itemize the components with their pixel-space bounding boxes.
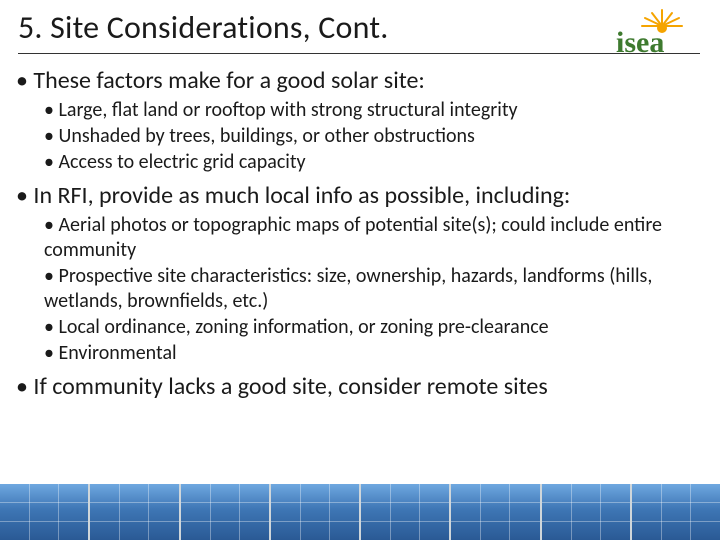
solar-panel	[181, 484, 269, 540]
bullet-text: In RFI, provide as much local info as po…	[33, 181, 570, 210]
logo-text: isea	[616, 26, 664, 59]
bullet-text: If community lacks a good site, consider…	[33, 372, 547, 401]
slide-body: These factors make for a good solar site…	[0, 58, 720, 402]
solar-panel	[632, 484, 720, 540]
bullet-lvl2: Access to electric grid capacity	[44, 150, 700, 175]
bullet-lvl1: In RFI, provide as much local info as po…	[16, 181, 700, 366]
solar-panel	[361, 484, 449, 540]
bullet-lvl1: If community lacks a good site, consider…	[16, 372, 700, 402]
bullet-lvl2: Large, flat land or rooftop with strong …	[44, 98, 700, 123]
bullet-lvl2: Local ordinance, zoning information, or …	[44, 315, 700, 340]
solar-panel	[0, 484, 88, 540]
slide-header: 5. Site Considerations, Cont. isea	[0, 0, 720, 58]
bullet-text: Local ordinance, zoning information, or …	[58, 315, 548, 339]
bullet-text: Prospective site characteristics: size, …	[44, 264, 652, 313]
bullet-lvl2: Aerial photos or topographic maps of pot…	[44, 213, 700, 263]
bullet-lvl2: Unshaded by trees, buildings, or other o…	[44, 124, 700, 149]
bullet-lvl1: These factors make for a good solar site…	[16, 66, 700, 175]
solar-panel	[90, 484, 178, 540]
isea-logo: isea	[584, 6, 694, 61]
bullet-lvl2: Prospective site characteristics: size, …	[44, 264, 700, 314]
solar-panel	[271, 484, 359, 540]
bullet-text: These factors make for a good solar site…	[33, 66, 424, 95]
bullet-text: Unshaded by trees, buildings, or other o…	[58, 124, 474, 148]
bullet-text: Large, flat land or rooftop with strong …	[58, 98, 517, 122]
bullet-text: Aerial photos or topographic maps of pot…	[44, 213, 662, 262]
bullet-text: Access to electric grid capacity	[58, 150, 305, 174]
solar-panel-footer	[0, 484, 720, 540]
solar-panel	[542, 484, 630, 540]
bullet-lvl2: Environmental	[44, 341, 700, 366]
bullet-text: Environmental	[58, 341, 176, 365]
solar-panel	[451, 484, 539, 540]
